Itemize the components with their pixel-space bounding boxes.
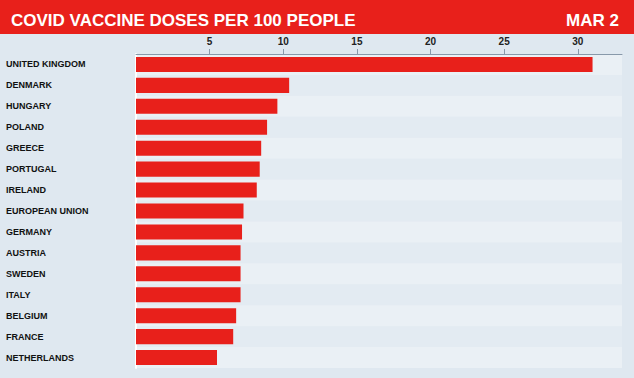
svg-text:MAR 2: MAR 2 xyxy=(566,11,619,30)
svg-text:5: 5 xyxy=(207,36,213,47)
svg-text:SWEDEN: SWEDEN xyxy=(6,269,46,279)
svg-text:25: 25 xyxy=(499,36,511,47)
svg-text:EUROPEAN UNION: EUROPEAN UNION xyxy=(6,206,89,216)
svg-text:30: 30 xyxy=(572,36,584,47)
svg-text:GERMANY: GERMANY xyxy=(6,227,52,237)
svg-text:HUNGARY: HUNGARY xyxy=(6,101,51,111)
svg-text:15: 15 xyxy=(351,36,363,47)
svg-text:NETHERLANDS: NETHERLANDS xyxy=(6,353,74,363)
svg-text:20: 20 xyxy=(425,36,437,47)
svg-text:10: 10 xyxy=(278,36,290,47)
svg-text:GREECE: GREECE xyxy=(6,143,44,153)
svg-text:UNITED KINGDOM: UNITED KINGDOM xyxy=(6,59,86,69)
svg-text:BELGIUM: BELGIUM xyxy=(6,311,48,321)
svg-text:DENMARK: DENMARK xyxy=(6,80,52,90)
svg-text:IRELAND: IRELAND xyxy=(6,185,46,195)
svg-text:ITALY: ITALY xyxy=(6,290,31,300)
svg-text:COVID VACCINE DOSES PER 100 PE: COVID VACCINE DOSES PER 100 PEOPLE xyxy=(11,11,356,30)
svg-text:AUSTRIA: AUSTRIA xyxy=(6,248,46,258)
svg-text:POLAND: POLAND xyxy=(6,122,45,132)
svg-text:PORTUGAL: PORTUGAL xyxy=(6,164,57,174)
svg-text:FRANCE: FRANCE xyxy=(6,332,44,342)
